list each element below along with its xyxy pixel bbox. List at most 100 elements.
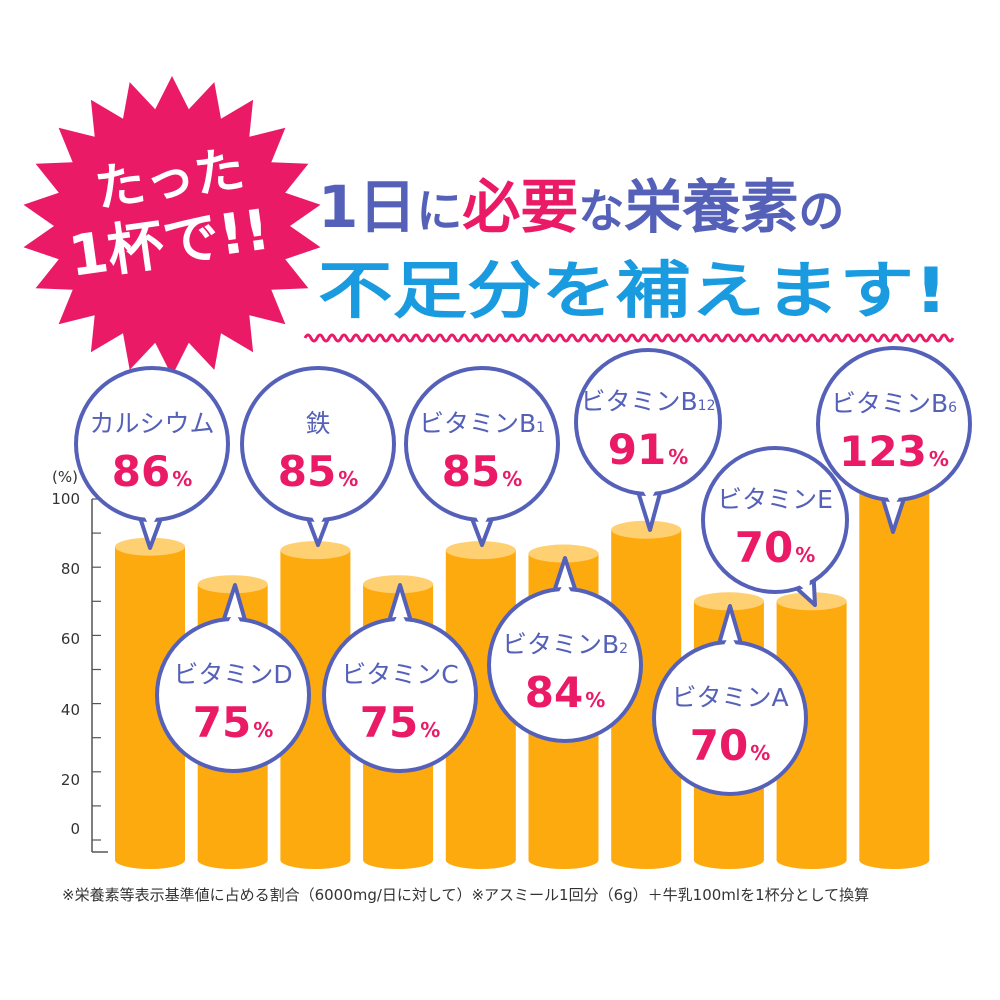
bubble-seam: [719, 634, 741, 654]
bubble-seam: [882, 487, 905, 508]
y-tick-label: 0: [70, 820, 80, 838]
bubble-circle: [701, 446, 849, 594]
bubble-value: 70%: [735, 523, 816, 572]
bubble-seam: [307, 508, 329, 528]
wavy-underline: [303, 333, 955, 343]
value-bubble: ビタミンC 75%: [322, 583, 478, 773]
y-tick-label: 20: [61, 771, 80, 789]
bar-base: [776, 851, 847, 869]
bubble-value: 91%: [608, 425, 689, 474]
headline-part: 必要: [462, 173, 578, 241]
bubble-name-text: ビタミンB: [502, 630, 619, 659]
bubble-value-unit: %: [338, 467, 358, 491]
bubble-value-number: 84: [525, 668, 583, 717]
bubble-value-number: 75: [360, 698, 418, 747]
bubble-value-unit: %: [929, 447, 949, 471]
bubble-name: ビタミンB12: [581, 387, 716, 416]
bubble-value-number: 85: [442, 447, 500, 496]
headline-part: に: [416, 184, 462, 238]
bubble-value-unit: %: [585, 688, 605, 712]
bubble-circle: [404, 366, 560, 522]
y-tick-label: 40: [61, 701, 80, 719]
bubble-name-text: ビタミンB: [581, 387, 698, 416]
bubble-value: 70%: [690, 721, 771, 770]
headline-line2: 不足分を補えます!: [318, 254, 948, 327]
value-bubble: ビタミンB6 123%: [816, 346, 972, 534]
bubble-name-text: 鉄: [305, 409, 330, 438]
bubble-value-number: 85: [278, 447, 336, 496]
bubble-circle: [155, 617, 311, 773]
bubble-name-text: ビタミンB: [419, 409, 536, 438]
bubble-name: 鉄: [305, 409, 330, 438]
bubble-name-sub: 6: [948, 400, 957, 416]
bubble-name: ビタミンB2: [502, 630, 628, 659]
bubble-seam: [638, 481, 661, 502]
bubble-circle: [652, 640, 808, 796]
bubble-circle: [74, 366, 230, 522]
headline-part: 1日: [318, 173, 416, 241]
bubble-value-unit: %: [420, 718, 440, 742]
y-tick-label: 80: [61, 560, 80, 578]
bubble-value: 85%: [442, 447, 523, 496]
value-bubble: ビタミンB12 91%: [574, 348, 722, 532]
bubble-seam: [389, 611, 411, 631]
value-bubble: ビタミンB1 85%: [404, 366, 560, 547]
bubble-seam: [554, 581, 576, 601]
headline-part: の: [798, 184, 844, 238]
bubble-value-unit: %: [750, 741, 770, 765]
bubble-name: ビタミンB1: [419, 409, 545, 438]
bubble-name: ビタミンD: [173, 660, 292, 689]
bar-body: [859, 468, 930, 860]
bar-base: [280, 851, 351, 869]
bar-top: [528, 544, 599, 563]
bubble-name: ビタミンB6: [831, 389, 957, 418]
bubble-name: ビタミンC: [341, 660, 458, 689]
y-tick-label: 100: [51, 490, 80, 508]
bubble-value-unit: %: [253, 718, 273, 742]
bubble-name-text: カルシウム: [89, 409, 214, 438]
bar-top: [693, 592, 764, 611]
value-bubble: ビタミンB2 84%: [487, 556, 643, 743]
bubble-seam: [223, 611, 246, 632]
y-axis-unit: (%): [52, 468, 78, 486]
bubble-value-unit: %: [172, 467, 192, 491]
bubble-circle: [240, 366, 396, 522]
bubble-value-number: 123: [839, 427, 927, 476]
bubble-value-unit: %: [502, 467, 522, 491]
bubble-name-sub: 12: [698, 398, 716, 414]
bar-top: [611, 520, 682, 539]
value-bubble: 鉄 85%: [240, 366, 396, 547]
bubble-value-unit: %: [795, 543, 815, 567]
headline-part: 栄養素: [624, 173, 798, 241]
value-bubble: カルシウム 86%: [74, 366, 230, 550]
bubble-name: ビタミンA: [671, 683, 788, 712]
bubble-circle: [322, 617, 478, 773]
bubble-seam: [471, 508, 493, 528]
bubble-value: 123%: [839, 427, 949, 476]
value-bubble: ビタミンD 75%: [155, 583, 311, 773]
bubble-circle: [816, 346, 972, 502]
bubble-name: カルシウム: [89, 409, 214, 438]
bar-base: [859, 851, 930, 869]
bubble-value-number: 86: [112, 447, 170, 496]
bar-top: [197, 575, 268, 594]
footnote: ※栄養素等表示基準値に占める割合（6000mg/日に対して）※アスミール1回分（…: [62, 886, 870, 904]
starburst-badge: たった 1杯で!!: [23, 76, 321, 376]
bubble-seam: [139, 507, 162, 528]
bubble-value: 75%: [193, 698, 274, 747]
headline-line1: 1日に必要な栄養素の: [318, 173, 844, 241]
bar-top: [445, 541, 516, 560]
bubble-value-number: 70: [690, 721, 748, 770]
bubble-value: 84%: [525, 668, 606, 717]
bar-top: [363, 575, 434, 594]
bubble-name-sub: 2: [619, 641, 628, 657]
bar-base: [363, 851, 434, 869]
bubble-value-unit: %: [668, 445, 688, 469]
bubble-name-text: ビタミンA: [671, 683, 788, 712]
y-tick-label: 60: [61, 630, 80, 648]
bubble-name-text: ビタミンE: [717, 485, 833, 514]
value-bubble: ビタミンA 70%: [652, 604, 808, 796]
bubble-name-text: ビタミンB: [831, 389, 948, 418]
bubble-value: 75%: [360, 698, 441, 747]
